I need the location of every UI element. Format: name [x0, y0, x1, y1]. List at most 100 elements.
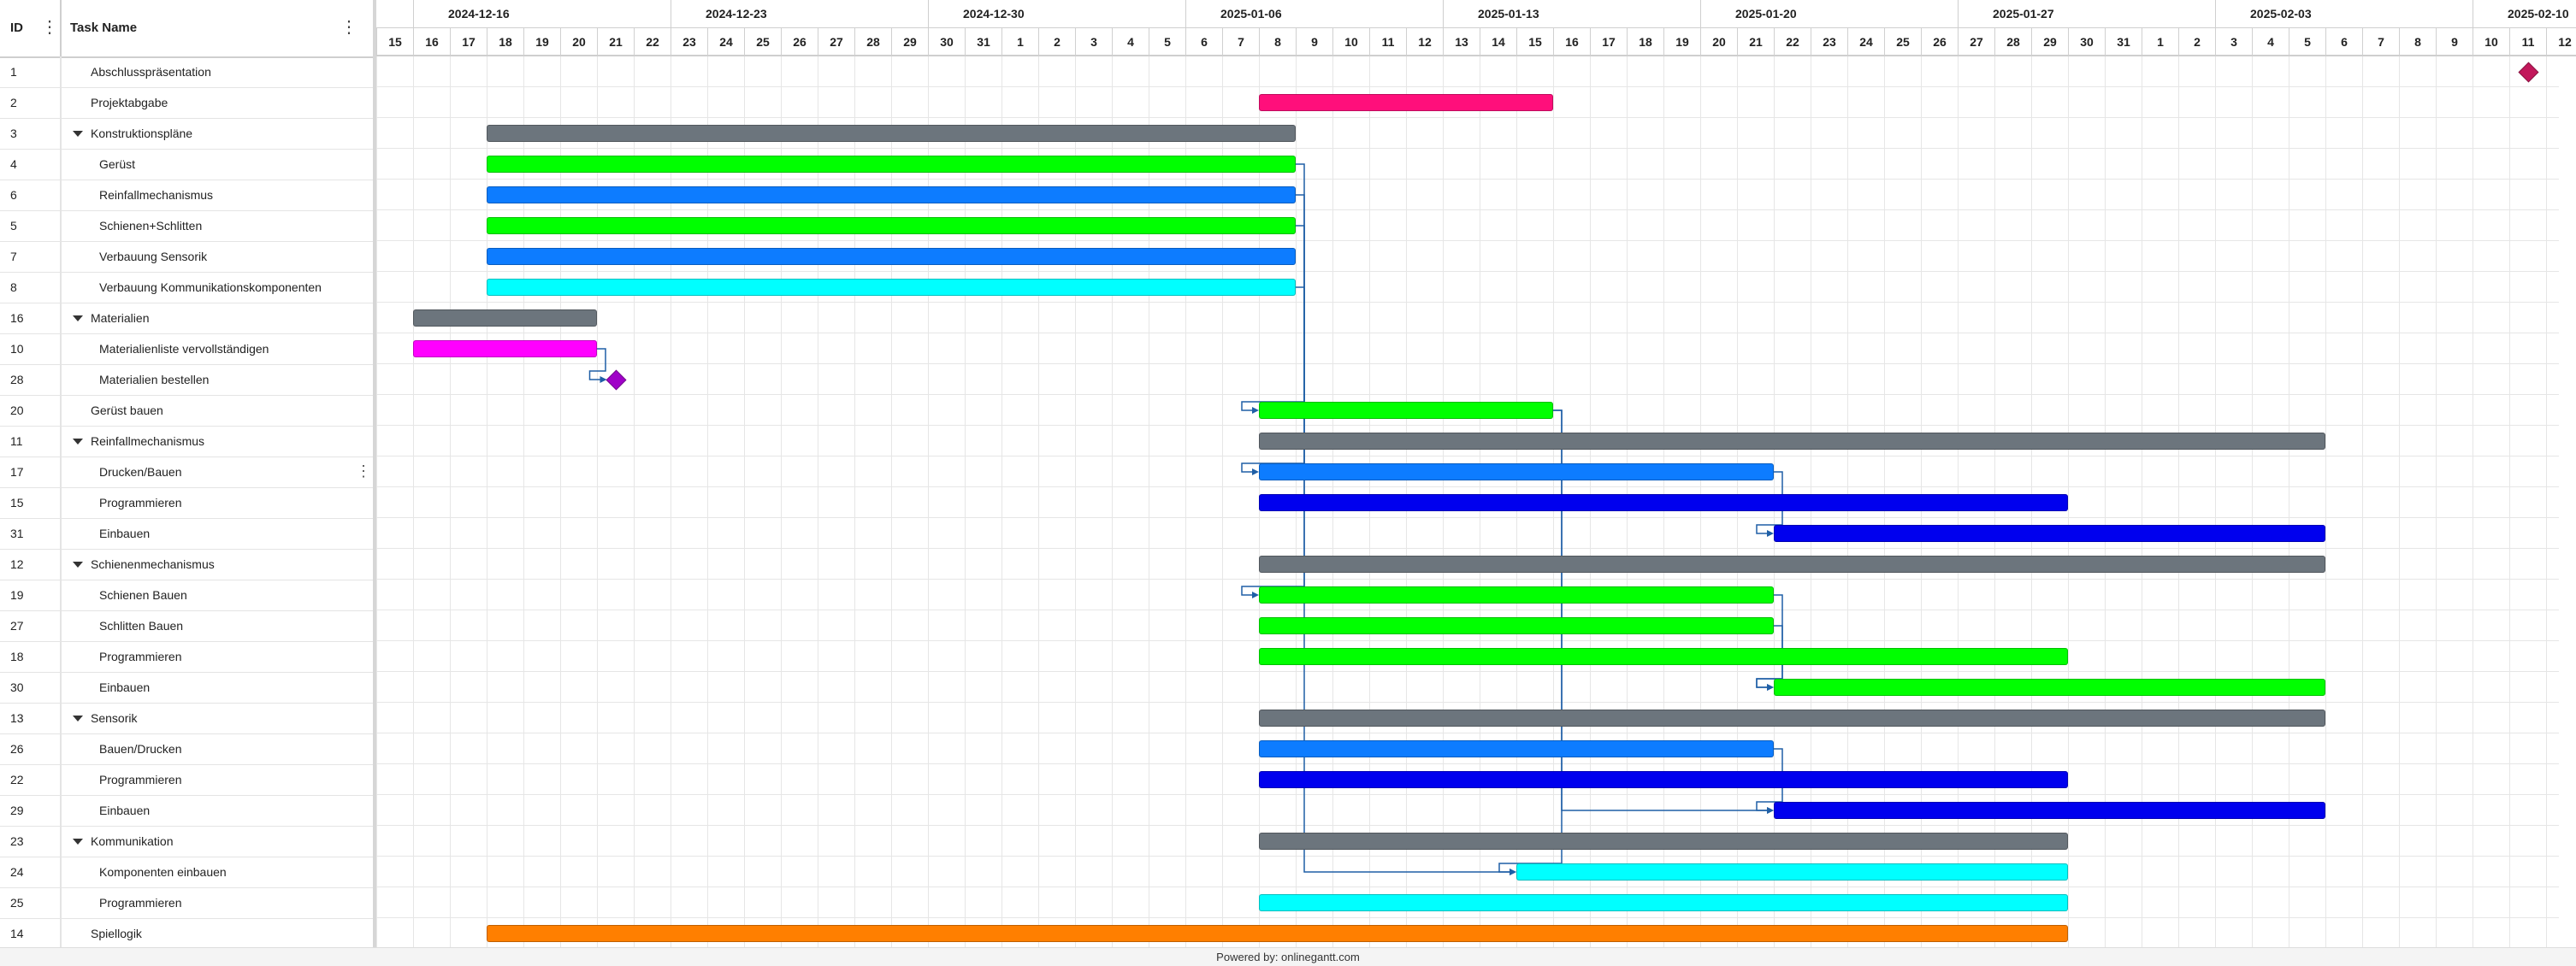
grid-row[interactable]: 15 Programmieren [0, 487, 373, 519]
grid-row[interactable]: 26 Bauen/Drucken [0, 733, 373, 765]
grid-row[interactable]: 17 Drucken/Bauen ⋮ [0, 456, 373, 488]
task-bar[interactable] [1259, 894, 2068, 911]
collapse-caret-icon[interactable] [73, 839, 83, 845]
task-name[interactable]: Sensorik [91, 711, 138, 725]
task-bar[interactable] [487, 248, 1296, 265]
summary-bar[interactable] [1259, 710, 2325, 727]
grid-row[interactable]: 14 Spiellogik [0, 918, 373, 950]
grid-row[interactable]: 10 Materialienliste vervollständigen [0, 333, 373, 365]
task-bar[interactable] [1259, 617, 1774, 634]
summary-bar[interactable] [413, 309, 597, 327]
task-name[interactable]: Kommunikation [91, 834, 174, 848]
grid-row[interactable]: 30 Einbauen [0, 672, 373, 704]
task-name[interactable]: Reinfallmechanismus [91, 434, 205, 448]
task-name[interactable]: Verbauung Kommunikationskomponenten [99, 280, 322, 294]
grid-row[interactable]: 18 Programmieren [0, 641, 373, 673]
summary-bar[interactable] [1259, 556, 2325, 573]
grid-row[interactable]: 24 Komponenten einbauen [0, 857, 373, 888]
task-name[interactable]: Gerüst [99, 157, 136, 171]
grid-row[interactable]: 31 Einbauen [0, 518, 373, 550]
grid-row[interactable]: 7 Verbauung Sensorik [0, 241, 373, 273]
grid-row[interactable]: 3 Konstruktionspläne [0, 118, 373, 150]
task-name[interactable]: Einbauen [99, 680, 151, 694]
task-name[interactable]: Programmieren [99, 896, 182, 910]
summary-bar[interactable] [487, 125, 1296, 142]
collapse-caret-icon[interactable] [73, 439, 83, 445]
task-name[interactable]: Drucken/Bauen [99, 465, 182, 479]
collapse-caret-icon[interactable] [73, 562, 83, 568]
grid-row[interactable]: 1 Abschlusspräsentation [0, 56, 373, 88]
task-name-column-header[interactable]: Task Name [70, 21, 138, 35]
grid-row[interactable]: 16 Materialien [0, 303, 373, 334]
milestone-marker[interactable] [605, 369, 627, 391]
task-name[interactable]: Bauen/Drucken [99, 742, 182, 756]
task-bar[interactable] [1774, 679, 2325, 696]
task-bar[interactable] [1259, 94, 1553, 111]
summary-bar[interactable] [1259, 833, 2068, 850]
task-bar[interactable] [1259, 648, 2068, 665]
grid-row[interactable]: 22 Programmieren [0, 764, 373, 796]
task-bar[interactable] [487, 156, 1296, 173]
task-name[interactable]: Spiellogik [91, 927, 142, 940]
grid-row[interactable]: 29 Einbauen [0, 795, 373, 827]
task-name[interactable]: Konstruktionspläne [91, 127, 193, 140]
task-name[interactable]: Gerüst bauen [91, 403, 163, 417]
task-bar[interactable] [1259, 402, 1553, 419]
grid-row[interactable]: 28 Materialien bestellen [0, 364, 373, 396]
task-name[interactable]: Schienen Bauen [99, 588, 187, 602]
task-name[interactable]: Einbauen [99, 804, 151, 817]
task-name[interactable]: Verbauung Sensorik [99, 250, 208, 263]
task-bar[interactable] [487, 279, 1296, 296]
grid-row[interactable]: 19 Schienen Bauen [0, 580, 373, 611]
task-name[interactable]: Materialien bestellen [99, 373, 210, 386]
milestone-marker[interactable] [2517, 62, 2539, 83]
grid-row[interactable]: 25 Programmieren [0, 887, 373, 919]
grid-row[interactable]: 2 Projektabgabe [0, 87, 373, 119]
task-name[interactable]: Abschlusspräsentation [91, 65, 211, 79]
grid-row[interactable]: 20 Gerüst bauen [0, 395, 373, 427]
task-bar[interactable] [487, 186, 1296, 203]
task-bar[interactable] [1774, 802, 2325, 819]
task-bar[interactable] [1259, 586, 1774, 604]
task-name[interactable]: Programmieren [99, 773, 182, 786]
task-bar[interactable] [1259, 771, 2068, 788]
grid-row[interactable]: 4 Gerüst [0, 149, 373, 180]
task-name[interactable]: Komponenten einbauen [99, 865, 227, 879]
column-divider[interactable] [60, 0, 62, 56]
id-column-menu-icon[interactable]: ⋮ [41, 18, 58, 37]
day-header: 7 [2362, 28, 2399, 56]
grid-row[interactable]: 12 Schienenmechanismus [0, 549, 373, 580]
grid-row[interactable]: 6 Reinfallmechanismus [0, 180, 373, 211]
grid-row[interactable]: 13 Sensorik [0, 703, 373, 734]
row-menu-icon[interactable]: ⋮ [356, 462, 371, 480]
task-bar[interactable] [1516, 863, 2068, 881]
task-name[interactable]: Projektabgabe [91, 96, 168, 109]
grid-row[interactable]: 11 Reinfallmechanismus [0, 426, 373, 457]
task-name[interactable]: Programmieren [99, 496, 182, 510]
task-bar[interactable] [487, 217, 1296, 234]
grid-row[interactable]: 27 Schlitten Bauen [0, 610, 373, 642]
grid-row[interactable]: 8 Verbauung Kommunikationskomponenten [0, 272, 373, 303]
collapse-caret-icon[interactable] [73, 315, 83, 321]
task-name[interactable]: Schienen+Schlitten [99, 219, 203, 233]
task-name[interactable]: Materialien [91, 311, 150, 325]
task-bar[interactable] [1259, 740, 1774, 757]
task-bar[interactable] [1774, 525, 2325, 542]
collapse-caret-icon[interactable] [73, 716, 83, 722]
task-name[interactable]: Programmieren [99, 650, 182, 663]
collapse-caret-icon[interactable] [73, 131, 83, 137]
id-column-header[interactable]: ID [10, 21, 23, 35]
summary-bar[interactable] [1259, 433, 2325, 450]
task-bar[interactable] [413, 340, 597, 357]
grid-row[interactable]: 23 Kommunikation [0, 826, 373, 857]
grid-row[interactable]: 5 Schienen+Schlitten [0, 210, 373, 242]
task-name[interactable]: Materialienliste vervollständigen [99, 342, 269, 356]
task-name[interactable]: Einbauen [99, 527, 151, 540]
task-bar[interactable] [487, 925, 2068, 942]
task-name[interactable]: Schlitten Bauen [99, 619, 184, 633]
task-name[interactable]: Reinfallmechanismus [99, 188, 214, 202]
task-bar[interactable] [1259, 463, 1774, 480]
task-bar[interactable] [1259, 494, 2068, 511]
task-name[interactable]: Schienenmechanismus [91, 557, 215, 571]
task-name-column-menu-icon[interactable]: ⋮ [340, 18, 357, 37]
